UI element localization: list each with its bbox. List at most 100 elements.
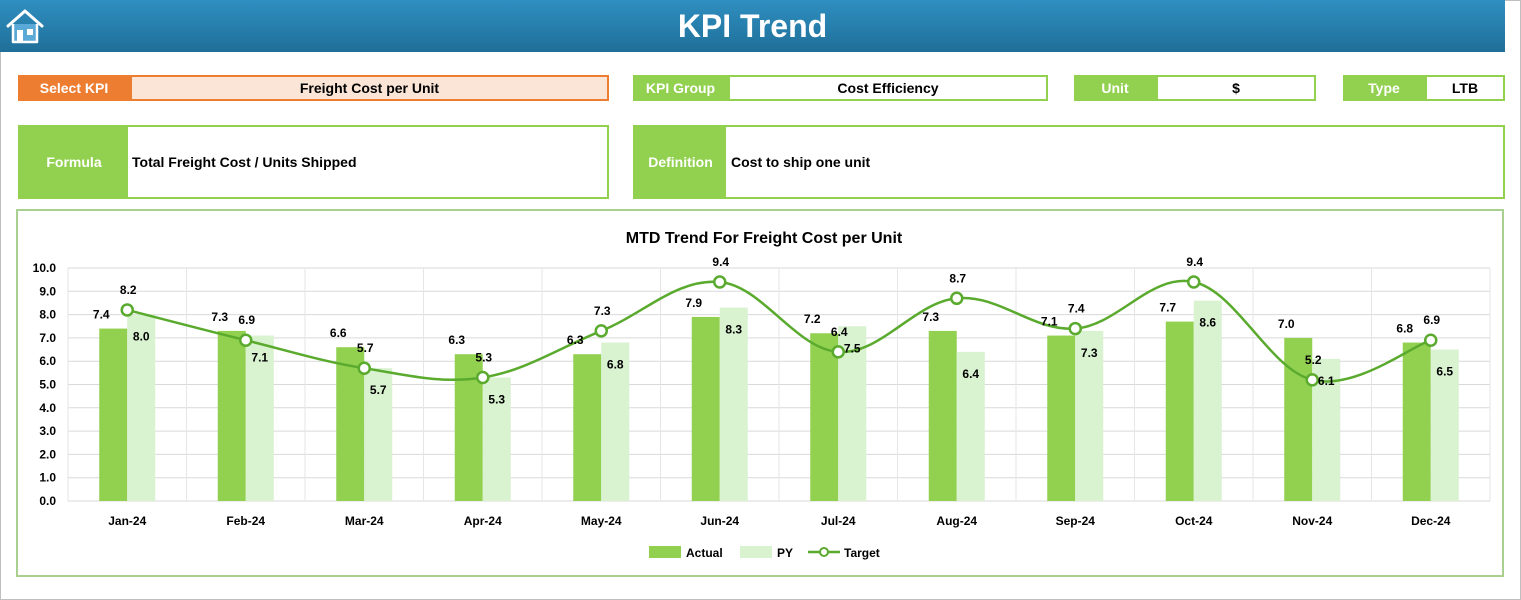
unit-value: $ <box>1156 75 1316 101</box>
select-kpi-label: Select KPI <box>18 75 130 101</box>
x-tick-label: Aug-24 <box>936 514 977 528</box>
y-tick-label: 1.0 <box>39 471 56 485</box>
unit-label: Unit <box>1074 75 1156 101</box>
data-label-target: 5.3 <box>475 351 492 365</box>
y-tick-label: 9.0 <box>39 284 56 298</box>
legend-swatch-actual <box>649 546 681 558</box>
bar-py <box>1193 300 1222 501</box>
bar-actual <box>573 354 602 501</box>
target-point <box>1187 275 1201 289</box>
target-point <box>594 324 608 338</box>
data-label-target: 6.9 <box>1423 313 1440 327</box>
data-label-py: 7.5 <box>844 341 861 355</box>
target-line <box>126 279 1432 383</box>
data-label-actual: 7.2 <box>804 312 821 326</box>
data-label-py: 6.1 <box>1318 374 1335 388</box>
bar-py <box>127 314 156 501</box>
header-bar: KPI Trend <box>0 0 1505 52</box>
type-value: LTB <box>1425 75 1505 101</box>
data-label-actual: 6.3 <box>448 333 465 347</box>
y-tick-label: 6.0 <box>39 354 56 368</box>
data-label-target: 8.7 <box>949 271 966 285</box>
bar-actual <box>928 330 957 501</box>
data-label-target: 9.4 <box>1186 255 1203 269</box>
formula-label: Formula <box>18 125 130 199</box>
data-label-actual: 7.9 <box>685 296 702 310</box>
data-label-actual: 6.8 <box>1396 322 1413 336</box>
data-label-target: 5.2 <box>1305 353 1322 367</box>
bar-py <box>719 307 748 501</box>
x-tick-label: Sep-24 <box>1056 514 1096 528</box>
data-label-target: 9.4 <box>712 255 729 269</box>
x-tick-label: May-24 <box>581 514 622 528</box>
data-label-target: 6.4 <box>831 325 848 339</box>
data-label-py: 6.4 <box>962 367 979 381</box>
kpi-group-value: Cost Efficiency <box>728 75 1048 101</box>
target-point <box>476 370 490 385</box>
select-kpi-dropdown[interactable]: Freight Cost per Unit <box>130 75 609 101</box>
formula-value: Total Freight Cost / Units Shipped <box>128 125 609 199</box>
target-point <box>357 361 371 375</box>
chart-legend: Actual PY Target <box>649 546 880 560</box>
x-tick-label: Mar-24 <box>345 514 384 528</box>
y-tick-label: 0.0 <box>39 494 56 508</box>
y-tick-label: 5.0 <box>39 378 56 392</box>
data-label-target: 7.4 <box>1068 302 1085 316</box>
data-label-target: 8.2 <box>120 283 137 297</box>
bar-actual <box>217 330 246 501</box>
data-label-py: 8.6 <box>1199 316 1216 330</box>
x-tick-label: Jan-24 <box>108 514 146 528</box>
home-icon[interactable] <box>4 6 46 46</box>
target-point <box>120 303 134 317</box>
target-point <box>1424 333 1438 347</box>
bar-actual <box>1165 321 1194 501</box>
data-label-target: 7.3 <box>594 304 611 318</box>
x-tick-label: Dec-24 <box>1411 514 1451 528</box>
type-label: Type <box>1343 75 1425 101</box>
bar-actual <box>1402 342 1431 501</box>
data-label-target: 5.7 <box>357 341 374 355</box>
data-label-target: 6.9 <box>238 313 255 327</box>
data-label-actual: 7.0 <box>1278 317 1295 331</box>
chart-container: MTD Trend For Freight Cost per Unit 7.4 7… <box>16 209 1504 577</box>
bar-py <box>956 351 985 501</box>
definition-label: Definition <box>633 125 728 199</box>
target-point <box>239 333 253 347</box>
data-label-py: 6.8 <box>607 358 624 372</box>
x-tick-label: Jul-24 <box>821 514 856 528</box>
data-label-py: 8.3 <box>725 323 742 337</box>
target-point <box>713 275 727 289</box>
bar-py <box>364 368 393 501</box>
target-point <box>1068 321 1082 336</box>
data-label-py: 8.0 <box>133 330 150 344</box>
data-label-actual: 7.1 <box>1041 315 1058 329</box>
y-tick-label: 7.0 <box>39 331 56 345</box>
bar-actual <box>99 328 128 501</box>
data-label-actual: 7.7 <box>1159 301 1176 315</box>
page-title: KPI Trend <box>677 8 828 44</box>
data-label-actual: 7.3 <box>922 310 939 324</box>
legend-swatch-py <box>740 546 772 558</box>
chart-title: MTD Trend For Freight Cost per Unit <box>626 230 903 247</box>
y-tick-label: 4.0 <box>39 401 56 415</box>
x-tick-label: Apr-24 <box>464 514 502 528</box>
target-point <box>831 345 845 359</box>
x-tick-label: Feb-24 <box>226 514 265 528</box>
data-label-py: 5.7 <box>370 383 387 397</box>
y-tick-label: 8.0 <box>39 308 56 322</box>
legend-label-target: Target <box>844 546 880 560</box>
y-tick-label: 10.0 <box>33 261 57 275</box>
legend-marker-target <box>819 547 829 557</box>
target-point <box>1305 373 1319 387</box>
bar-actual <box>1284 337 1313 501</box>
definition-value: Cost to ship one unit <box>726 125 1505 199</box>
data-label-actual: 6.3 <box>567 333 584 347</box>
bar-actual <box>1047 335 1076 501</box>
bar-py <box>1075 330 1104 501</box>
legend-label-actual: Actual <box>686 546 723 560</box>
x-tick-label: Jun-24 <box>700 514 739 528</box>
data-label-py: 7.1 <box>251 351 268 365</box>
bar-py <box>245 335 274 501</box>
bar-py <box>601 342 630 501</box>
data-label-actual: 6.6 <box>330 326 347 340</box>
